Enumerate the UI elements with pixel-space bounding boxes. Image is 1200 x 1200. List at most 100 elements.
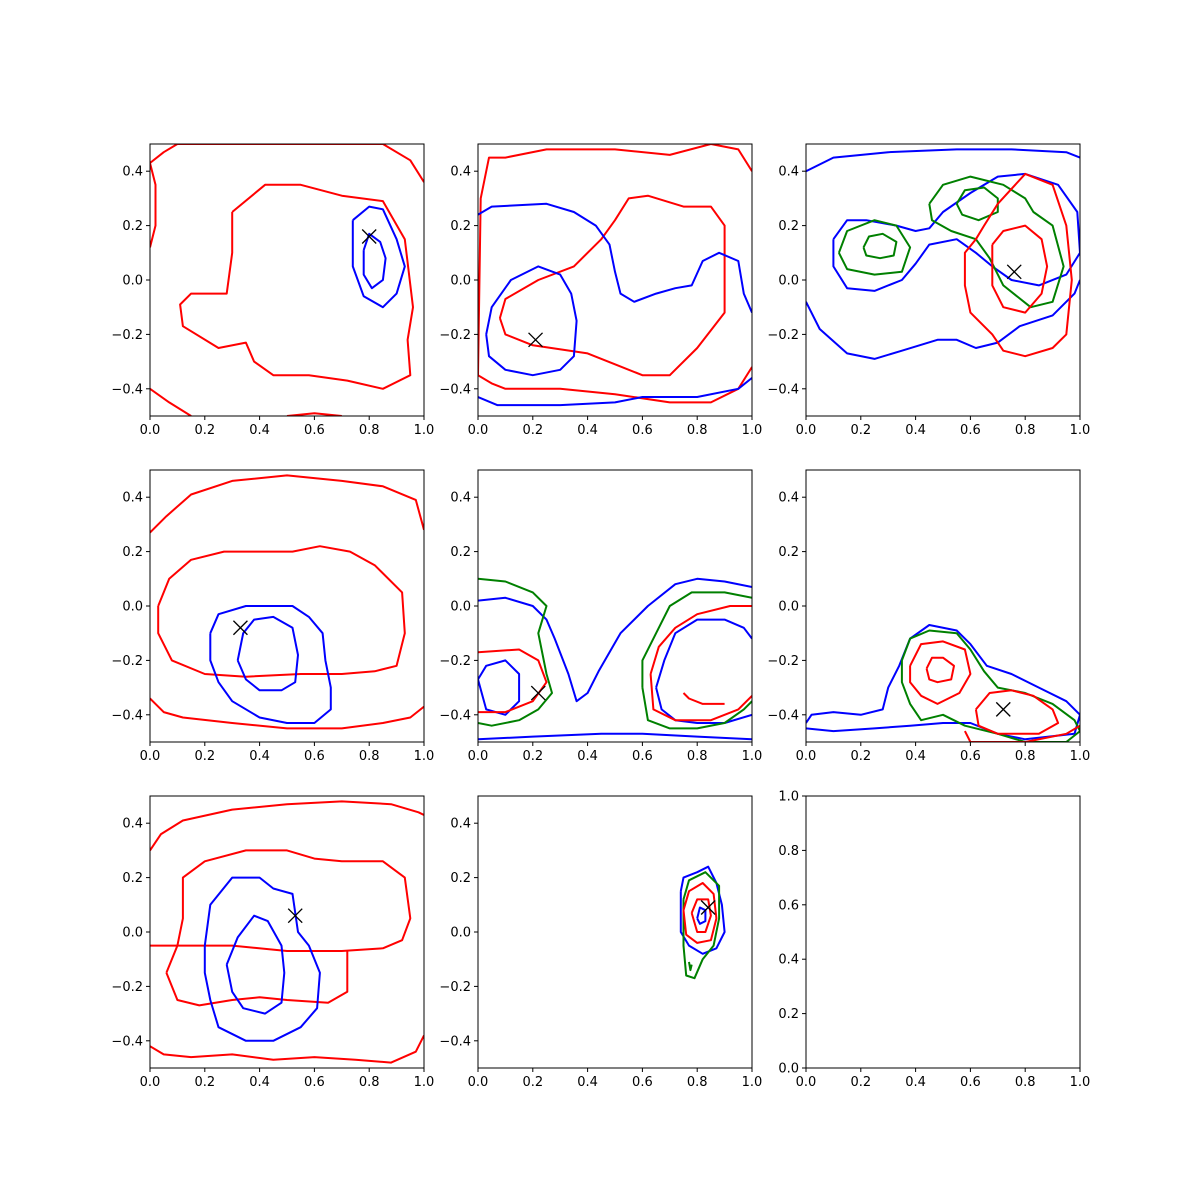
contour-line-green <box>900 629 1080 742</box>
x-tick-label: 0.6 <box>304 749 325 764</box>
y-tick-label: 0.2 <box>450 219 471 234</box>
x-tick-label: 0.2 <box>194 1075 215 1090</box>
subplot-5: 0.0 0.2 0.4 0.6 0.8 1.0 0.4 0.2 0.0 −0.2 −0.4 <box>439 469 763 764</box>
contour-line-red <box>925 656 955 684</box>
x-tick-label: 0.4 <box>249 1075 270 1090</box>
y-tick-label: 0.4 <box>122 817 143 832</box>
contour-line-red <box>963 172 1073 358</box>
subplot-3: 0.0 0.2 0.4 0.6 0.8 1.0 0.4 0.2 0.0 −0.2 −0.4 <box>767 143 1090 438</box>
contour-line-blue <box>478 377 752 407</box>
axes-frame <box>477 795 753 1069</box>
contour-line-red <box>649 605 752 675</box>
subplot-4: 0.0 0.2 0.4 0.6 0.8 1.0 0.4 0.2 0.0 −0.2 −0.4 <box>111 469 435 764</box>
x-tick-label: 0.0 <box>140 423 161 438</box>
x-tick-label: 0.6 <box>632 423 653 438</box>
x-tick-label: 0.6 <box>632 749 653 764</box>
contour-line-green <box>928 175 1065 309</box>
contour-line-red <box>690 898 712 933</box>
contour-line-red <box>150 387 192 416</box>
y-tick-label: 0.2 <box>778 1007 799 1022</box>
y-tick-label: 0.2 <box>122 219 143 234</box>
y-tick-label: 0.0 <box>778 274 799 289</box>
contour-line-blue <box>478 732 752 741</box>
x-tick-label: 0.0 <box>468 749 489 764</box>
x-tick-label: 0.2 <box>194 423 215 438</box>
x-tick-label: 0.2 <box>194 749 215 764</box>
y-tick-label: −0.2 <box>111 980 143 995</box>
contour-line-red <box>157 545 406 678</box>
x-tick-label: 1.0 <box>742 423 763 438</box>
y-tick-label: −0.2 <box>111 328 143 343</box>
y-tick-label: 0.4 <box>778 953 799 968</box>
y-tick-label: −0.2 <box>111 654 143 669</box>
x-tick-label: 1.0 <box>1070 749 1091 764</box>
axes-frame <box>805 795 1081 1069</box>
subplot-7: 0.0 0.2 0.4 0.6 0.8 1.0 0.4 0.2 0.0 −0.2 −0.4 <box>111 795 434 1090</box>
x-tick-label: 0.4 <box>249 423 270 438</box>
y-tick-label: 0.2 <box>122 871 143 886</box>
x-tick-label: 0.4 <box>905 423 926 438</box>
x-tick-label: 0.6 <box>304 423 325 438</box>
marker-x <box>1006 264 1022 280</box>
x-tick-label: 0.0 <box>468 1075 489 1090</box>
contour-line-green <box>862 232 898 260</box>
y-tick-label: −0.4 <box>111 708 143 723</box>
y-tick-label: −0.4 <box>439 708 471 723</box>
x-tick-label: 0.6 <box>960 749 981 764</box>
x-tick-label: 0.0 <box>140 1075 161 1090</box>
marker-x <box>287 908 303 924</box>
contour-line-red <box>964 724 1080 742</box>
contour-line-green <box>682 871 721 980</box>
y-tick-label: −0.2 <box>767 654 799 669</box>
contour-line-red <box>478 144 752 376</box>
y-tick-label: −0.4 <box>111 382 143 397</box>
y-tick-label: 0.0 <box>450 274 471 289</box>
contour-line-red <box>478 366 752 404</box>
y-tick-label: −0.4 <box>767 382 799 397</box>
x-tick-label: 1.0 <box>414 749 435 764</box>
y-tick-label: −0.2 <box>439 980 471 995</box>
contour-line-blue <box>806 148 1080 173</box>
y-tick-label: 0.4 <box>122 491 143 506</box>
y-tick-label: 0.4 <box>778 165 799 180</box>
contour-line-blue <box>485 265 578 377</box>
axes-frame <box>149 795 425 1069</box>
y-tick-label: 0.0 <box>450 926 471 941</box>
x-tick-label: 1.0 <box>414 423 435 438</box>
subplot-1: 0.0 0.2 0.4 0.6 0.8 1.0 0.4 0.2 0.0 −0.2 −0.4 <box>111 143 435 438</box>
y-tick-label: −0.2 <box>439 328 471 343</box>
y-tick-label: 0.0 <box>122 600 143 615</box>
y-tick-label: 0.4 <box>450 165 471 180</box>
contour-line-blue <box>209 605 332 724</box>
contour-line-blue <box>806 279 1080 360</box>
contour-line-red <box>649 673 752 722</box>
x-tick-label: 0.8 <box>687 423 708 438</box>
contour-line-red <box>165 951 349 1007</box>
x-tick-label: 0.8 <box>1015 749 1036 764</box>
subplot-6: 0.0 0.2 0.4 0.6 0.8 1.0 0.4 0.2 0.0 −0.2 −0.4 <box>767 469 1091 764</box>
contour-line-red <box>478 648 548 714</box>
subplot-2: 0.0 0.2 0.4 0.6 0.8 1.0 0.4 0.2 0.0 −0.2 −0.4 <box>439 143 763 438</box>
x-tick-label: 1.0 <box>742 749 763 764</box>
x-tick-label: 1.0 <box>1070 1075 1091 1090</box>
marker-x <box>700 900 716 915</box>
subplot-8: 0.0 0.2 0.4 0.6 0.8 1.0 0.4 0.2 0.0 −0.2 −0.4 <box>439 795 762 1090</box>
x-tick-label: 0.6 <box>960 423 981 438</box>
y-tick-label: 1.0 <box>778 790 799 805</box>
contour-line-blue <box>225 914 286 1015</box>
marker-x <box>361 229 377 244</box>
x-tick-label: 0.8 <box>687 1075 708 1090</box>
contour-line-blue <box>655 618 752 688</box>
x-tick-label: 0.4 <box>577 423 598 438</box>
x-tick-label: 0.4 <box>577 749 598 764</box>
y-tick-label: 0.0 <box>450 600 471 615</box>
contour-line-blue <box>679 865 726 955</box>
contour-line-red <box>909 640 972 705</box>
x-tick-label: 0.6 <box>632 1075 653 1090</box>
x-tick-label: 0.4 <box>905 749 926 764</box>
y-tick-label: 0.0 <box>778 600 799 615</box>
y-tick-label: 0.0 <box>122 274 143 289</box>
x-tick-label: 0.8 <box>359 423 380 438</box>
x-tick-label: 0.0 <box>796 1075 817 1090</box>
contour-line-red <box>498 194 726 377</box>
